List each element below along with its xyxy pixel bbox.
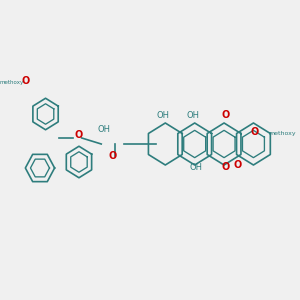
Text: OH: OH bbox=[190, 163, 202, 172]
Text: O: O bbox=[75, 130, 83, 140]
Text: OH: OH bbox=[156, 112, 169, 121]
Text: O: O bbox=[251, 127, 259, 137]
Text: methoxy: methoxy bbox=[269, 131, 296, 136]
Text: O: O bbox=[221, 161, 230, 172]
Text: OH: OH bbox=[187, 112, 200, 121]
Text: OH: OH bbox=[98, 125, 110, 134]
Text: methoxy: methoxy bbox=[0, 80, 24, 85]
Text: O: O bbox=[22, 76, 30, 86]
Text: O: O bbox=[234, 160, 242, 170]
Text: O: O bbox=[221, 110, 230, 121]
Text: O: O bbox=[108, 151, 116, 161]
